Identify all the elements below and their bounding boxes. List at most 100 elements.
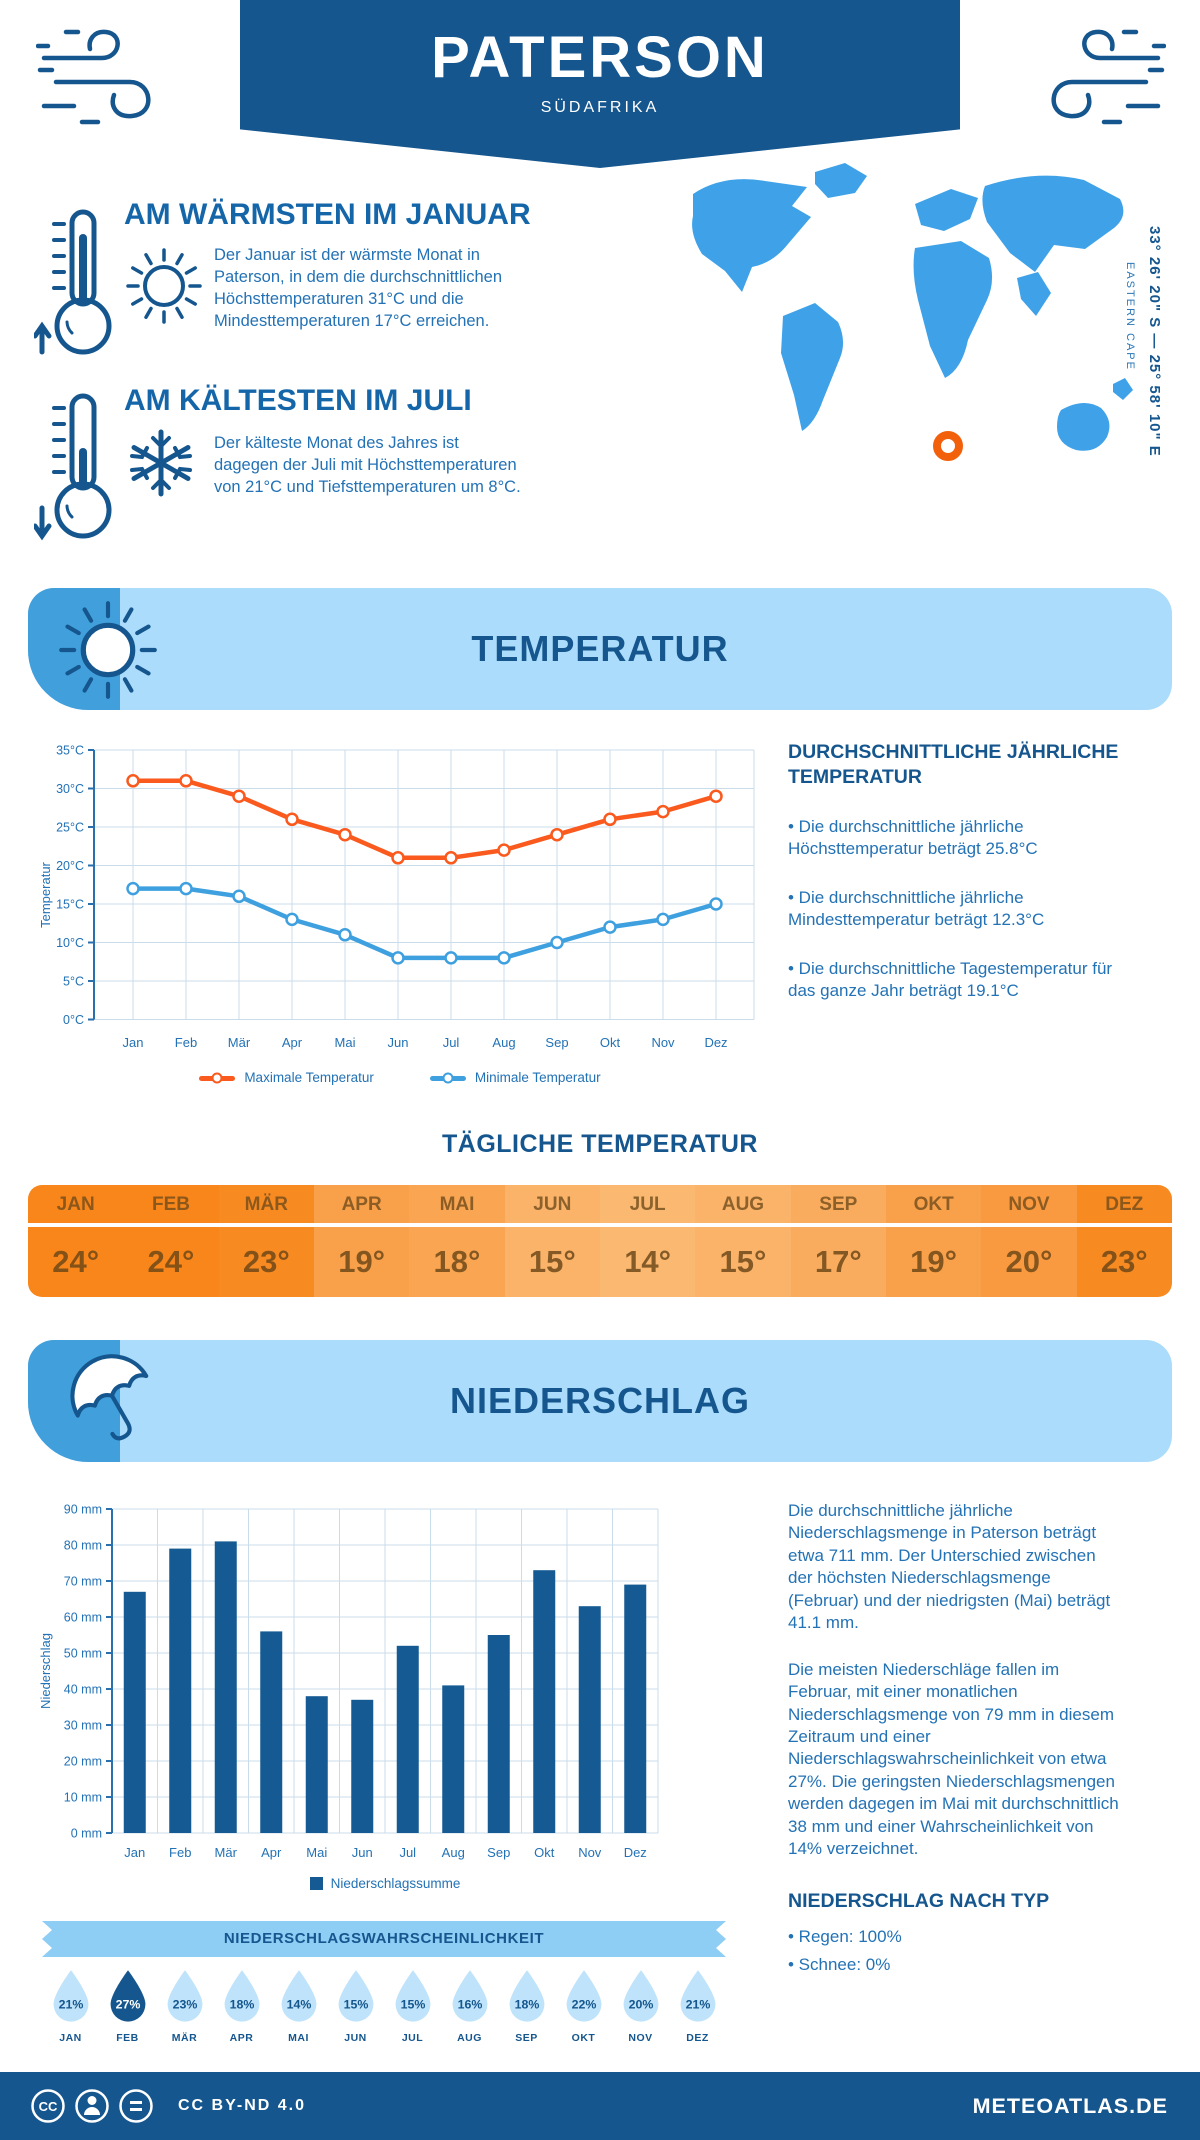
svg-text:Temperatur: Temperatur xyxy=(40,861,53,927)
drop-month-label: AUG xyxy=(457,2032,482,2044)
svg-text:Jun: Jun xyxy=(352,1845,373,1860)
drop-month-label: JUL xyxy=(401,2032,424,2044)
svg-text:16%: 16% xyxy=(457,1998,482,2012)
x-axis-label: Mai xyxy=(335,1035,356,1050)
svg-text:CC: CC xyxy=(39,2099,58,2114)
x-axis-label: Aug xyxy=(492,1035,515,1050)
x-axis-label: Jul xyxy=(443,1035,460,1050)
sun-icon xyxy=(126,248,202,324)
svg-text:21%: 21% xyxy=(58,1998,83,2012)
table-month-header: AUG xyxy=(695,1185,791,1223)
svg-text:18%: 18% xyxy=(514,1998,539,2012)
svg-text:15%: 15% xyxy=(400,1998,425,2012)
table-temperature-value: 23° xyxy=(218,1227,314,1297)
precipitation-type-bullet: • Regen: 100% xyxy=(788,1926,902,1946)
x-axis-label: Okt xyxy=(600,1035,621,1050)
probability-drops-row: 21% JAN 27% FEB 23% MÄR 18% APR 14% MAI 15% JUN 15% J… xyxy=(42,1968,726,2044)
probability-drop: 14% MAI xyxy=(270,1968,327,2044)
drop-month-label: OKT xyxy=(571,2032,596,2044)
table-temperature-value: 15° xyxy=(504,1227,600,1297)
x-axis-label: Dez xyxy=(704,1035,727,1050)
probability-drop: 20% NOV xyxy=(612,1968,669,2044)
temperature-summary-heading: DURCHSCHNITTLICHE JÄHRLICHE TEMPERATUR xyxy=(788,741,1119,788)
x-axis-label: Jun xyxy=(388,1035,409,1050)
world-map xyxy=(692,163,1133,461)
x-axis-label: Feb xyxy=(175,1035,197,1050)
svg-text:Feb: Feb xyxy=(169,1845,191,1860)
probability-drop: 18% APR xyxy=(213,1968,270,2044)
water-drop-icon: 22% xyxy=(566,1970,601,2022)
table-temperature-value: 24° xyxy=(123,1227,219,1297)
probability-drop: 18% SEP xyxy=(498,1968,555,2044)
table-temperature-value: 23° xyxy=(1076,1227,1172,1297)
table-month-header: JUL xyxy=(599,1185,696,1223)
svg-text:Jul: Jul xyxy=(399,1845,416,1860)
table-month-header: DEZ xyxy=(1076,1185,1172,1223)
drop-month-label: MAI xyxy=(288,2032,309,2044)
svg-text:Nov: Nov xyxy=(578,1845,602,1860)
drop-month-label: MÄR xyxy=(171,2032,198,2044)
svg-text:40 mm: 40 mm xyxy=(64,1683,102,1697)
water-drop-icon: 15% xyxy=(338,1970,373,2022)
bar-chart-legend: Niederschlagssumme xyxy=(40,1876,730,1891)
precipitation-section-header: NIEDERSCHLAG xyxy=(28,1340,1172,1462)
sun-icon xyxy=(59,601,157,699)
water-drop-icon: 23% xyxy=(167,1970,202,2022)
thermometer-up-icon xyxy=(34,209,112,355)
x-axis-label: Sep xyxy=(545,1035,568,1050)
table-temperature-value: 15° xyxy=(695,1227,791,1297)
svg-text:25°C: 25°C xyxy=(56,821,84,835)
license-label: CC BY-ND 4.0 xyxy=(178,2097,307,2114)
drop-month-label: SEP xyxy=(515,2032,538,2044)
temperature-line-chart: 0°C 5°C 10°C 15°C 20°C 25°C 30°C 35°C Jan Feb Mär A… xyxy=(40,744,755,1050)
table-temperature-value: 18° xyxy=(409,1227,505,1297)
page-subtitle: SÜDAFRIKA xyxy=(540,99,660,116)
svg-text:Niederschlag: Niederschlag xyxy=(40,1633,53,1709)
table-month-header: OKT xyxy=(885,1185,982,1223)
wind-icon xyxy=(1051,29,1166,125)
legend-swatch xyxy=(309,1877,323,1890)
water-drop-icon: 20% xyxy=(623,1970,658,2022)
region-label: EASTERN CAPE xyxy=(1124,262,1136,371)
precipitation-type-bullet: • Schnee: 0% xyxy=(788,1954,891,1974)
drop-month-label: FEB xyxy=(116,2032,139,2044)
table-temperature-value: 17° xyxy=(790,1227,886,1297)
water-drop-icon: 16% xyxy=(452,1970,487,2022)
svg-text:Dez: Dez xyxy=(624,1845,647,1860)
table-month-header: SEP xyxy=(790,1185,886,1223)
line-series xyxy=(126,774,723,865)
svg-text:60 mm: 60 mm xyxy=(64,1611,102,1625)
creative-commons-icons: CC xyxy=(31,2089,153,2123)
table-month-header: JAN xyxy=(28,1185,124,1223)
precipitation-type-heading: NIEDERSCHLAG NACH TYP xyxy=(788,1889,1050,1912)
table-month-header: APR xyxy=(313,1185,410,1223)
svg-text:90 mm: 90 mm xyxy=(64,1503,102,1517)
svg-text:20 mm: 20 mm xyxy=(64,1755,102,1769)
svg-text:23%: 23% xyxy=(172,1998,197,2012)
x-axis-label: Apr xyxy=(282,1035,303,1050)
table-temperature-value: 20° xyxy=(981,1227,1077,1297)
temperature-summary: DURCHSCHNITTLICHE JÄHRLICHE TEMPERATUR •… xyxy=(788,740,1122,1003)
daily-temperature-table: JAN FEB MÄR APR MAI JUN JUL AUG SEP OKT NOV DEZ 24° 2… xyxy=(28,1185,1172,1297)
probability-drop: 15% JUL xyxy=(384,1968,441,2044)
bar-series xyxy=(123,1541,647,1833)
svg-text:Okt: Okt xyxy=(534,1845,555,1860)
temperature-section-header: TEMPERATUR xyxy=(28,588,1172,710)
warmest-heading: AM WÄRMSTEN IM JANUAR xyxy=(124,198,531,231)
x-axis-label: Nov xyxy=(651,1035,675,1050)
svg-text:80 mm: 80 mm xyxy=(64,1539,102,1553)
coldest-heading: AM KÄLTESTEN IM JULI xyxy=(124,384,472,417)
probability-drop: 15% JUN xyxy=(327,1968,384,2044)
water-drop-icon: 27% xyxy=(110,1970,145,2022)
legend-item: Maximale Temperatur xyxy=(199,1070,374,1085)
water-drop-icon: 21% xyxy=(680,1970,715,2022)
drop-month-label: DEZ xyxy=(686,2032,709,2044)
probability-drop: 23% MÄR xyxy=(156,1968,213,2044)
svg-text:14%: 14% xyxy=(286,1998,311,2012)
page-title: PATERSON xyxy=(431,25,769,90)
table-month-header: MAI xyxy=(409,1185,505,1223)
probability-drop: 22% OKT xyxy=(555,1968,612,2044)
brand-label: METEOATLAS.DE xyxy=(972,2094,1168,2118)
coldest-text: Der kälteste Monat des Jahres ist dagege… xyxy=(214,434,521,497)
thermometer-down-icon xyxy=(34,393,112,541)
